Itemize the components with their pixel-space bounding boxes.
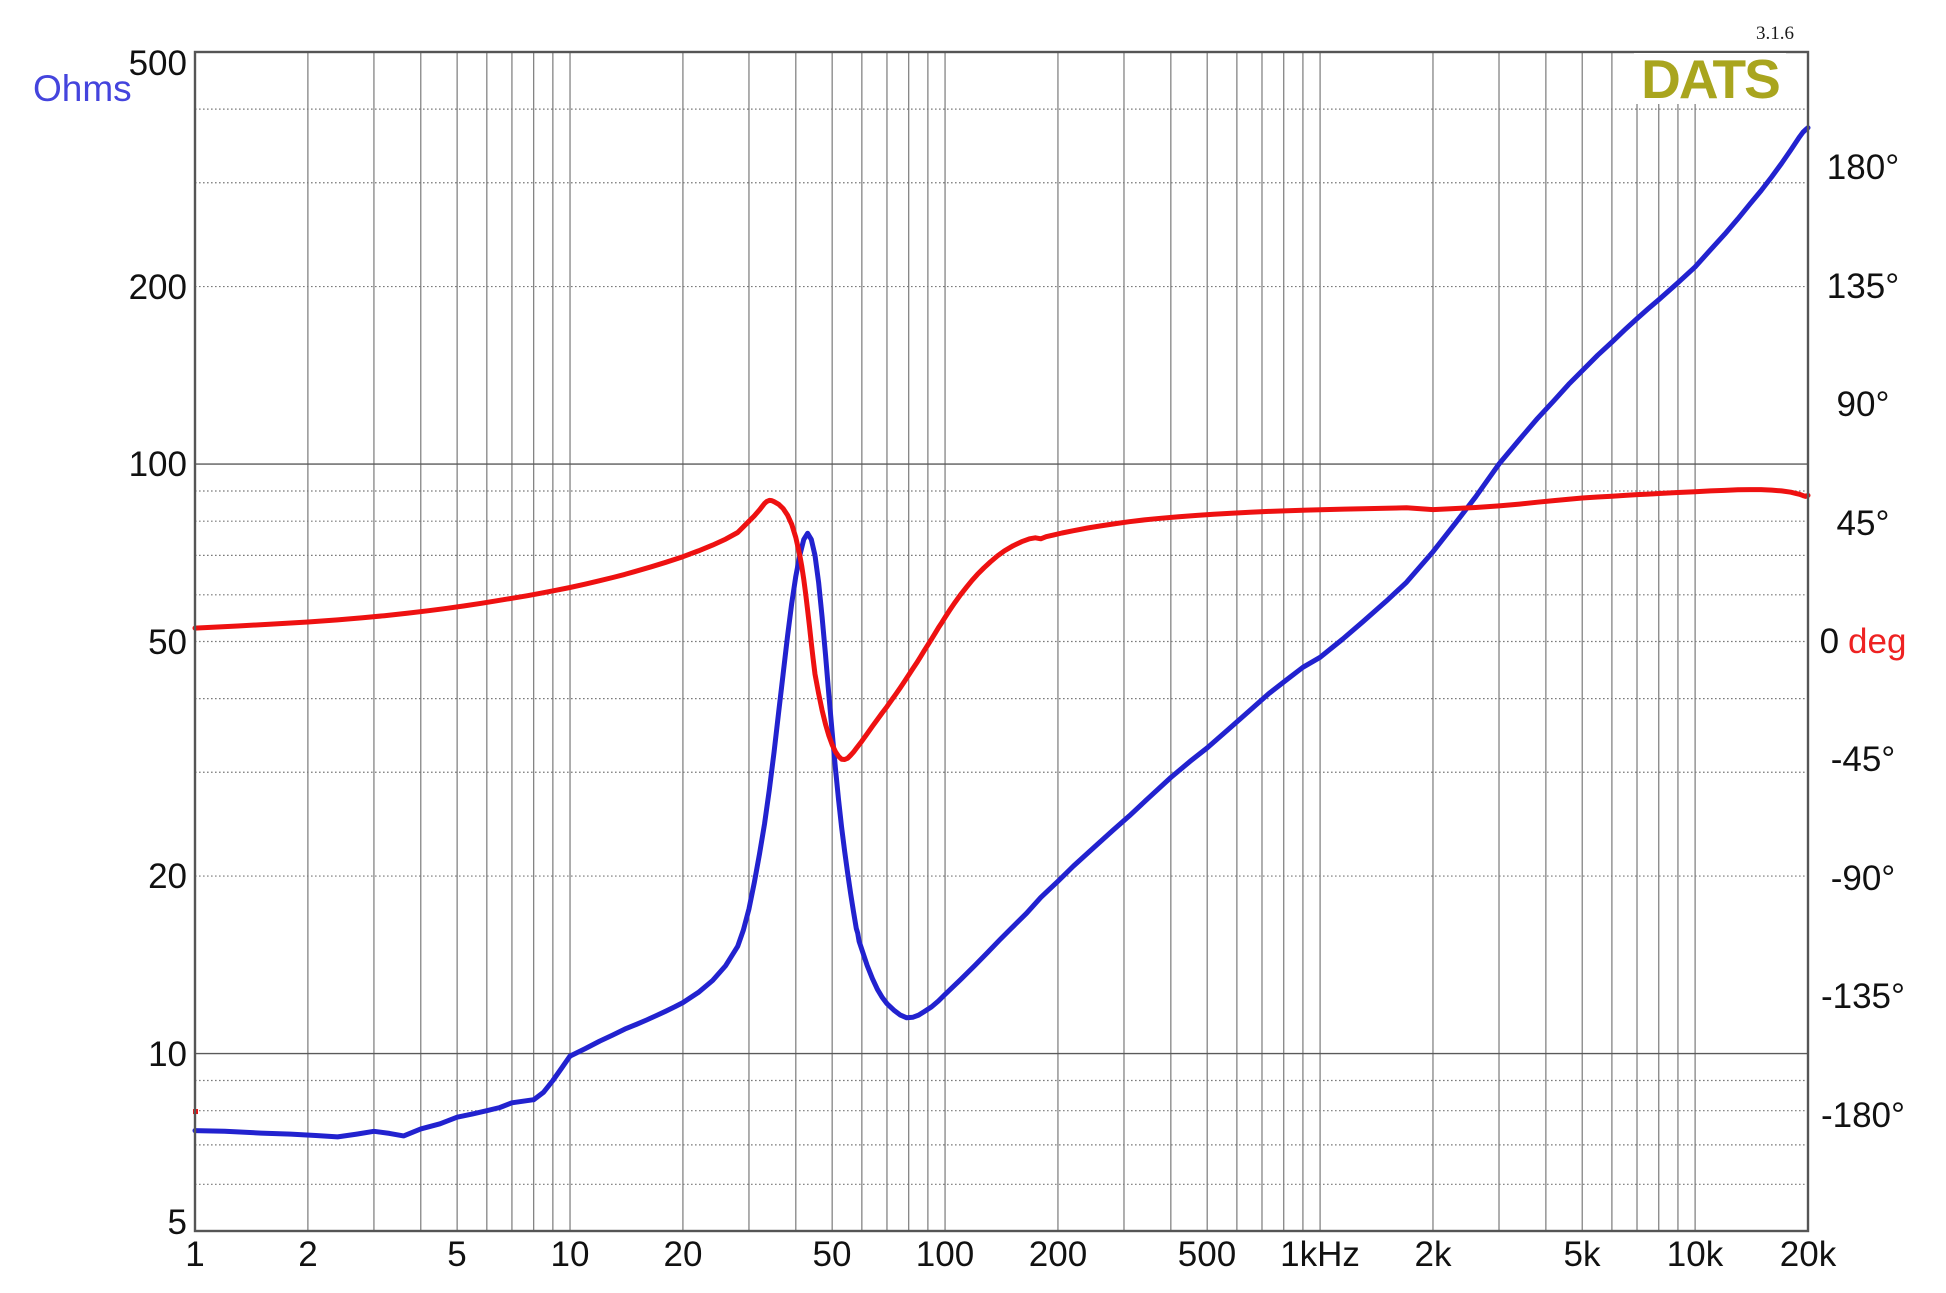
plot-border <box>193 50 1810 1233</box>
y-right-tick-90°: 90° <box>1836 385 1890 424</box>
x-tick-2: 2 <box>298 1235 318 1274</box>
x-tick-5k: 5k <box>1563 1235 1601 1274</box>
y-left-tick-50: 50 <box>148 623 187 662</box>
y-right-tick-45°: 45° <box>1836 504 1890 543</box>
y-right-tick--135°: -135° <box>1820 977 1906 1016</box>
x-tick-20k: 20k <box>1779 1235 1837 1274</box>
y-left-tick-200: 200 <box>128 268 187 307</box>
y-left-tick-20: 20 <box>148 857 187 896</box>
x-tick-500: 500 <box>1177 1235 1237 1274</box>
app-version: 3.1.6 <box>1756 23 1794 44</box>
x-tick-200: 200 <box>1028 1235 1088 1274</box>
y-right-tick--45°: -45° <box>1830 740 1896 779</box>
x-tick-1kHz: 1kHz <box>1280 1235 1360 1274</box>
y-left-tick-5: 5 <box>167 1203 187 1242</box>
x-tick-50: 50 <box>812 1235 852 1274</box>
x-tick-100: 100 <box>915 1235 975 1274</box>
x-tick-1: 1 <box>185 1235 205 1274</box>
x-tick-10k: 10k <box>1666 1235 1724 1274</box>
y-left-tick-10: 10 <box>148 1035 187 1074</box>
y-right-tick-180°: 180° <box>1826 148 1900 187</box>
ohms-axis-title: Ohms <box>33 68 132 109</box>
y-right-tick-0: 0 deg <box>1819 622 1907 661</box>
x-tick-5: 5 <box>447 1235 467 1274</box>
x-tick-10: 10 <box>550 1235 590 1274</box>
phase-curve <box>192 487 1811 762</box>
y-left-tick-100: 100 <box>128 445 187 484</box>
x-tick-20: 20 <box>663 1235 703 1274</box>
y-left-tick-500: 500 <box>128 44 187 83</box>
x-tick-2k: 2k <box>1414 1235 1452 1274</box>
y-right-tick--90°: -90° <box>1830 859 1896 898</box>
y-right-tick-135°: 135° <box>1826 267 1900 306</box>
y-right-tick--180°: -180° <box>1820 1096 1906 1135</box>
impedance-curve <box>192 125 1811 1140</box>
dats-logo: DATS <box>1634 48 1786 110</box>
